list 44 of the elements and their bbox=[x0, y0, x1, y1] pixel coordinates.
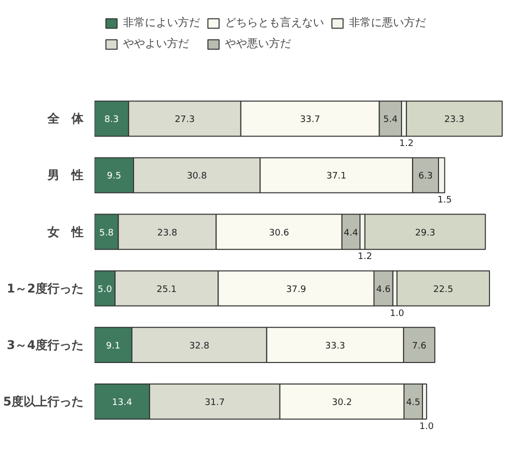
y-tick-label: 男 性 bbox=[46, 168, 84, 182]
data-label: 9.1 bbox=[106, 341, 120, 352]
legend-label: どちらとも言えない bbox=[225, 15, 324, 30]
data-label: 1.0 bbox=[419, 422, 434, 432]
data-label: 5.8 bbox=[99, 228, 114, 238]
data-label: 30.6 bbox=[269, 228, 290, 238]
data-label: 33.3 bbox=[325, 341, 346, 352]
legend-label: 非常によい方だ bbox=[123, 15, 200, 30]
data-label: 6.3 bbox=[418, 172, 433, 182]
data-label: 4.4 bbox=[344, 228, 358, 238]
data-label: 25.1 bbox=[156, 284, 177, 295]
data-label: 5.4 bbox=[383, 115, 398, 126]
data-label: 5.0 bbox=[98, 284, 112, 295]
data-label: 32.8 bbox=[189, 341, 210, 352]
bar bbox=[396, 270, 490, 306]
data-label: 29.3 bbox=[415, 228, 436, 238]
data-label: 4.6 bbox=[376, 284, 391, 295]
legend-label: やや悪い方だ bbox=[225, 36, 291, 51]
data-label: 31.7 bbox=[204, 398, 225, 408]
data-label: 22.5 bbox=[433, 284, 454, 295]
data-label: 8.3 bbox=[104, 115, 119, 126]
data-label: 1.5 bbox=[438, 196, 452, 206]
data-label: 37.1 bbox=[326, 172, 346, 182]
y-tick-label: 5度以上行った bbox=[3, 394, 84, 409]
y-tick-label: 全 体 bbox=[46, 112, 84, 126]
legend-label: 非常に悪い方だ bbox=[349, 15, 426, 30]
data-label: 9.5 bbox=[106, 172, 122, 182]
data-label: 1.2 bbox=[399, 139, 414, 150]
data-label: 1.0 bbox=[390, 308, 404, 319]
y-tick-label: 女 性 bbox=[46, 224, 84, 239]
data-label: 4.5 bbox=[406, 398, 420, 408]
data-label: 33.7 bbox=[300, 115, 320, 126]
legend-label: ややよい方だ bbox=[123, 36, 189, 51]
data-label: 37.9 bbox=[286, 284, 306, 295]
data-label: 7.6 bbox=[412, 341, 427, 352]
data-label: 23.8 bbox=[157, 228, 178, 238]
data-label: 13.4 bbox=[112, 398, 132, 408]
y-tick-label: 3～4度行った bbox=[6, 338, 84, 352]
data-label: 27.3 bbox=[174, 115, 195, 126]
data-label: 23.3 bbox=[444, 115, 464, 126]
data-label: 30.2 bbox=[332, 398, 352, 408]
data-label: 1.2 bbox=[358, 252, 372, 262]
data-label: 30.8 bbox=[186, 172, 208, 182]
y-tick-label: 1～2度行った bbox=[6, 281, 84, 296]
